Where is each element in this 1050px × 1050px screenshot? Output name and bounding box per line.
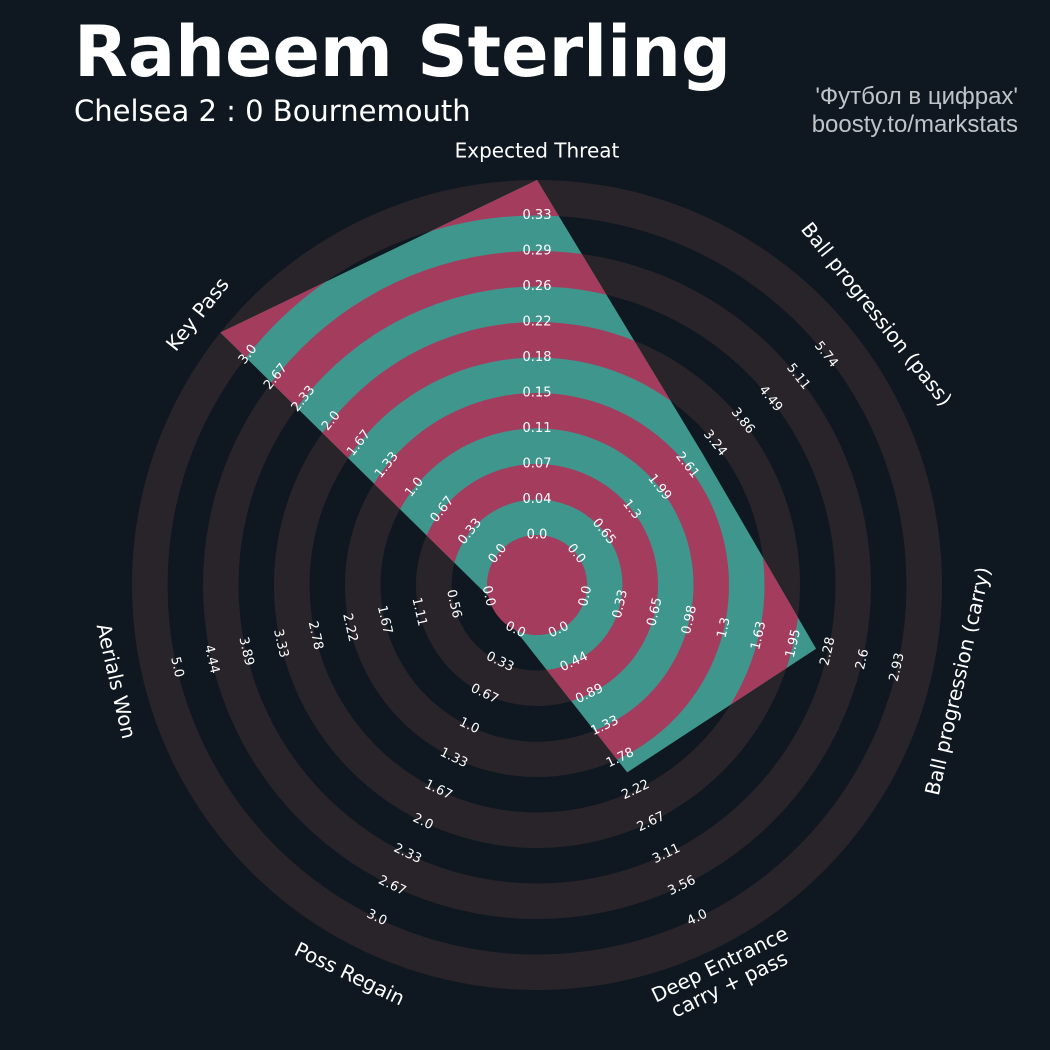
parameter-label: Aerials Won bbox=[92, 621, 142, 741]
tick-label: 2.22 bbox=[339, 612, 360, 644]
tick-label: 0.98 bbox=[679, 604, 700, 636]
tick-label: 0.33 bbox=[523, 208, 552, 223]
credit-line-2: boosty.to/markstats bbox=[811, 111, 1018, 138]
tick-label: 2.78 bbox=[305, 620, 326, 652]
tick-label: 3.33 bbox=[270, 628, 291, 660]
tick-label: 1.67 bbox=[374, 604, 395, 636]
tick-label: 2.93 bbox=[887, 651, 908, 683]
credit-line-1: 'Футбол в цифрах' bbox=[815, 83, 1018, 110]
tick-label: 2.28 bbox=[817, 636, 838, 668]
tick-label: 0.11 bbox=[523, 421, 552, 436]
tick-label: 1.11 bbox=[408, 596, 429, 628]
tick-label: 0.33 bbox=[610, 588, 631, 620]
tick-label: 0.04 bbox=[523, 492, 552, 507]
tick-label: 0.15 bbox=[523, 386, 552, 401]
tick-label: 0.07 bbox=[523, 457, 552, 472]
tick-label: 0.0 bbox=[576, 584, 595, 608]
tick-label: 0.0 bbox=[479, 584, 498, 608]
tick-label: 0.0 bbox=[527, 528, 548, 543]
tick-label: 0.18 bbox=[523, 350, 552, 365]
player-name-title: Raheem Sterling bbox=[74, 11, 732, 93]
tick-label: 0.26 bbox=[523, 279, 552, 294]
tick-label: 5.0 bbox=[167, 655, 186, 679]
tick-label: 0.56 bbox=[443, 588, 464, 620]
tick-label: 0.22 bbox=[523, 315, 552, 330]
tick-label: 4.44 bbox=[201, 644, 222, 676]
match-subtitle: Chelsea 2 : 0 Bournemouth bbox=[74, 94, 471, 128]
radar-center bbox=[487, 535, 587, 635]
parameter-label: Expected Threat bbox=[455, 139, 620, 163]
tick-label: 2.6 bbox=[853, 648, 872, 672]
tick-label: 1.63 bbox=[748, 620, 769, 652]
tick-label: 1.95 bbox=[783, 628, 804, 660]
tick-label: 0.29 bbox=[523, 244, 552, 259]
tick-label: 0.65 bbox=[644, 596, 665, 628]
tick-label: 1.3 bbox=[715, 616, 734, 640]
tick-label: 3.89 bbox=[235, 636, 256, 668]
